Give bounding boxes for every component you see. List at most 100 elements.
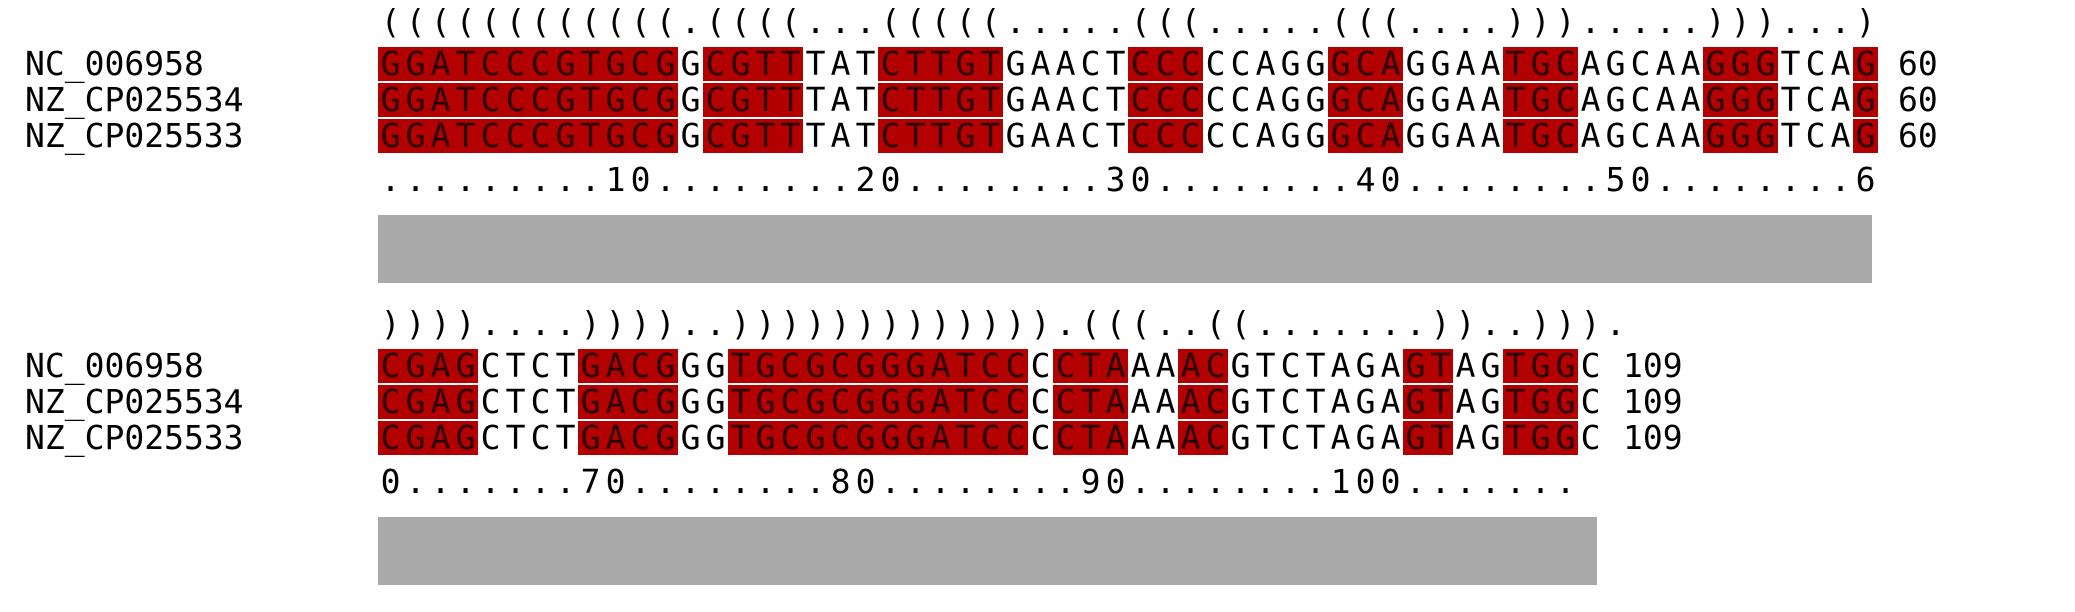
sequence-name: NZ_CP025534 xyxy=(25,80,244,119)
conserved-base: G xyxy=(453,421,478,455)
base: A xyxy=(1480,80,1501,119)
base: A xyxy=(1380,346,1401,385)
conserved-base: T xyxy=(1078,385,1103,419)
conserved-base: C xyxy=(1053,385,1078,419)
base: A xyxy=(1580,80,1601,119)
base: C xyxy=(530,418,551,457)
base: G xyxy=(1005,116,1026,155)
conserved-base: G xyxy=(853,385,878,419)
conserved-base: A xyxy=(928,421,953,455)
conserved-base: C xyxy=(1203,349,1228,383)
conserved-base: G xyxy=(603,119,628,153)
conserved-base: G xyxy=(1853,47,1878,81)
base: G xyxy=(1280,116,1301,155)
conserved-base: G xyxy=(603,47,628,81)
base: A xyxy=(1480,44,1501,83)
conserved-base: C xyxy=(503,47,528,81)
conserved-base: G xyxy=(903,421,928,455)
base: A xyxy=(1155,382,1176,421)
conserved-base: G xyxy=(553,47,578,81)
conserved-base: C xyxy=(628,349,653,383)
conserved-base: A xyxy=(1103,349,1128,383)
conserved-base: G xyxy=(1528,349,1553,383)
conserved-base: A xyxy=(1178,421,1203,455)
base: A xyxy=(1055,44,1076,83)
conserved-base: G xyxy=(653,47,678,81)
conserved-base: C xyxy=(1353,83,1378,117)
conserved-base: T xyxy=(1428,385,1453,419)
conserved-base: C xyxy=(778,349,803,383)
conserved-base: G xyxy=(728,119,753,153)
conserved-base: T xyxy=(453,83,478,117)
conserved-base: T xyxy=(903,47,928,81)
conserved-base: T xyxy=(1503,385,1528,419)
conserved-base: G xyxy=(953,119,978,153)
base: A xyxy=(1330,382,1351,421)
conserved-base: C xyxy=(628,47,653,81)
conserved-base: C xyxy=(1128,83,1153,117)
base: A xyxy=(1455,382,1476,421)
conserved-base: T xyxy=(778,47,803,81)
base: A xyxy=(1155,418,1176,457)
base: T xyxy=(805,116,826,155)
conserved-base: A xyxy=(603,421,628,455)
conserved-base: G xyxy=(1328,47,1353,81)
base: C xyxy=(1030,418,1051,457)
conserved-base: C xyxy=(703,47,728,81)
conserved-base: T xyxy=(1078,421,1103,455)
base: T xyxy=(1255,418,1276,457)
conserved-base: C xyxy=(478,47,503,81)
conserved-base: G xyxy=(878,385,903,419)
conserved-base: G xyxy=(578,349,603,383)
conserved-base: G xyxy=(803,385,828,419)
base: T xyxy=(505,346,526,385)
structure-line: ))))....))))..))))))))))))).(((..((.....… xyxy=(380,304,1626,343)
base: G xyxy=(1430,44,1451,83)
base: T xyxy=(1780,80,1801,119)
base: G xyxy=(680,382,701,421)
base: A xyxy=(1455,346,1476,385)
base: G xyxy=(1405,44,1426,83)
conserved-base: G xyxy=(403,421,428,455)
conserved-base: C xyxy=(1128,47,1153,81)
base: A xyxy=(1255,80,1276,119)
base: G xyxy=(1280,44,1301,83)
conserved-base: C xyxy=(978,421,1003,455)
conserved-base: T xyxy=(903,83,928,117)
conserved-base: C xyxy=(778,421,803,455)
conserved-base: G xyxy=(1528,421,1553,455)
conserved-base: A xyxy=(428,119,453,153)
conserved-base: G xyxy=(378,47,403,81)
conserved-base: T xyxy=(453,47,478,81)
base: C xyxy=(1805,44,1826,83)
base: C xyxy=(1280,382,1301,421)
conserved-base: T xyxy=(1503,119,1528,153)
base: G xyxy=(705,382,726,421)
base: T xyxy=(805,80,826,119)
base: C xyxy=(1805,80,1826,119)
base: A xyxy=(1330,346,1351,385)
conserved-base: G xyxy=(553,119,578,153)
base: A xyxy=(1255,44,1276,83)
base: A xyxy=(1680,44,1701,83)
conserved-base: C xyxy=(628,83,653,117)
base: G xyxy=(1355,346,1376,385)
base: A xyxy=(1130,418,1151,457)
conserved-base: T xyxy=(753,119,778,153)
conservation-bar xyxy=(378,215,1872,283)
base: T xyxy=(1305,346,1326,385)
conserved-base: G xyxy=(1528,83,1553,117)
base: A xyxy=(1330,418,1351,457)
conserved-base: G xyxy=(553,83,578,117)
base: G xyxy=(1430,80,1451,119)
conserved-base: A xyxy=(1178,349,1203,383)
base: C xyxy=(1580,382,1601,421)
base: G xyxy=(1230,382,1251,421)
conserved-base: A xyxy=(428,385,453,419)
base: G xyxy=(1230,346,1251,385)
conserved-base: T xyxy=(453,119,478,153)
base: C xyxy=(1630,80,1651,119)
conserved-base: G xyxy=(1553,421,1578,455)
